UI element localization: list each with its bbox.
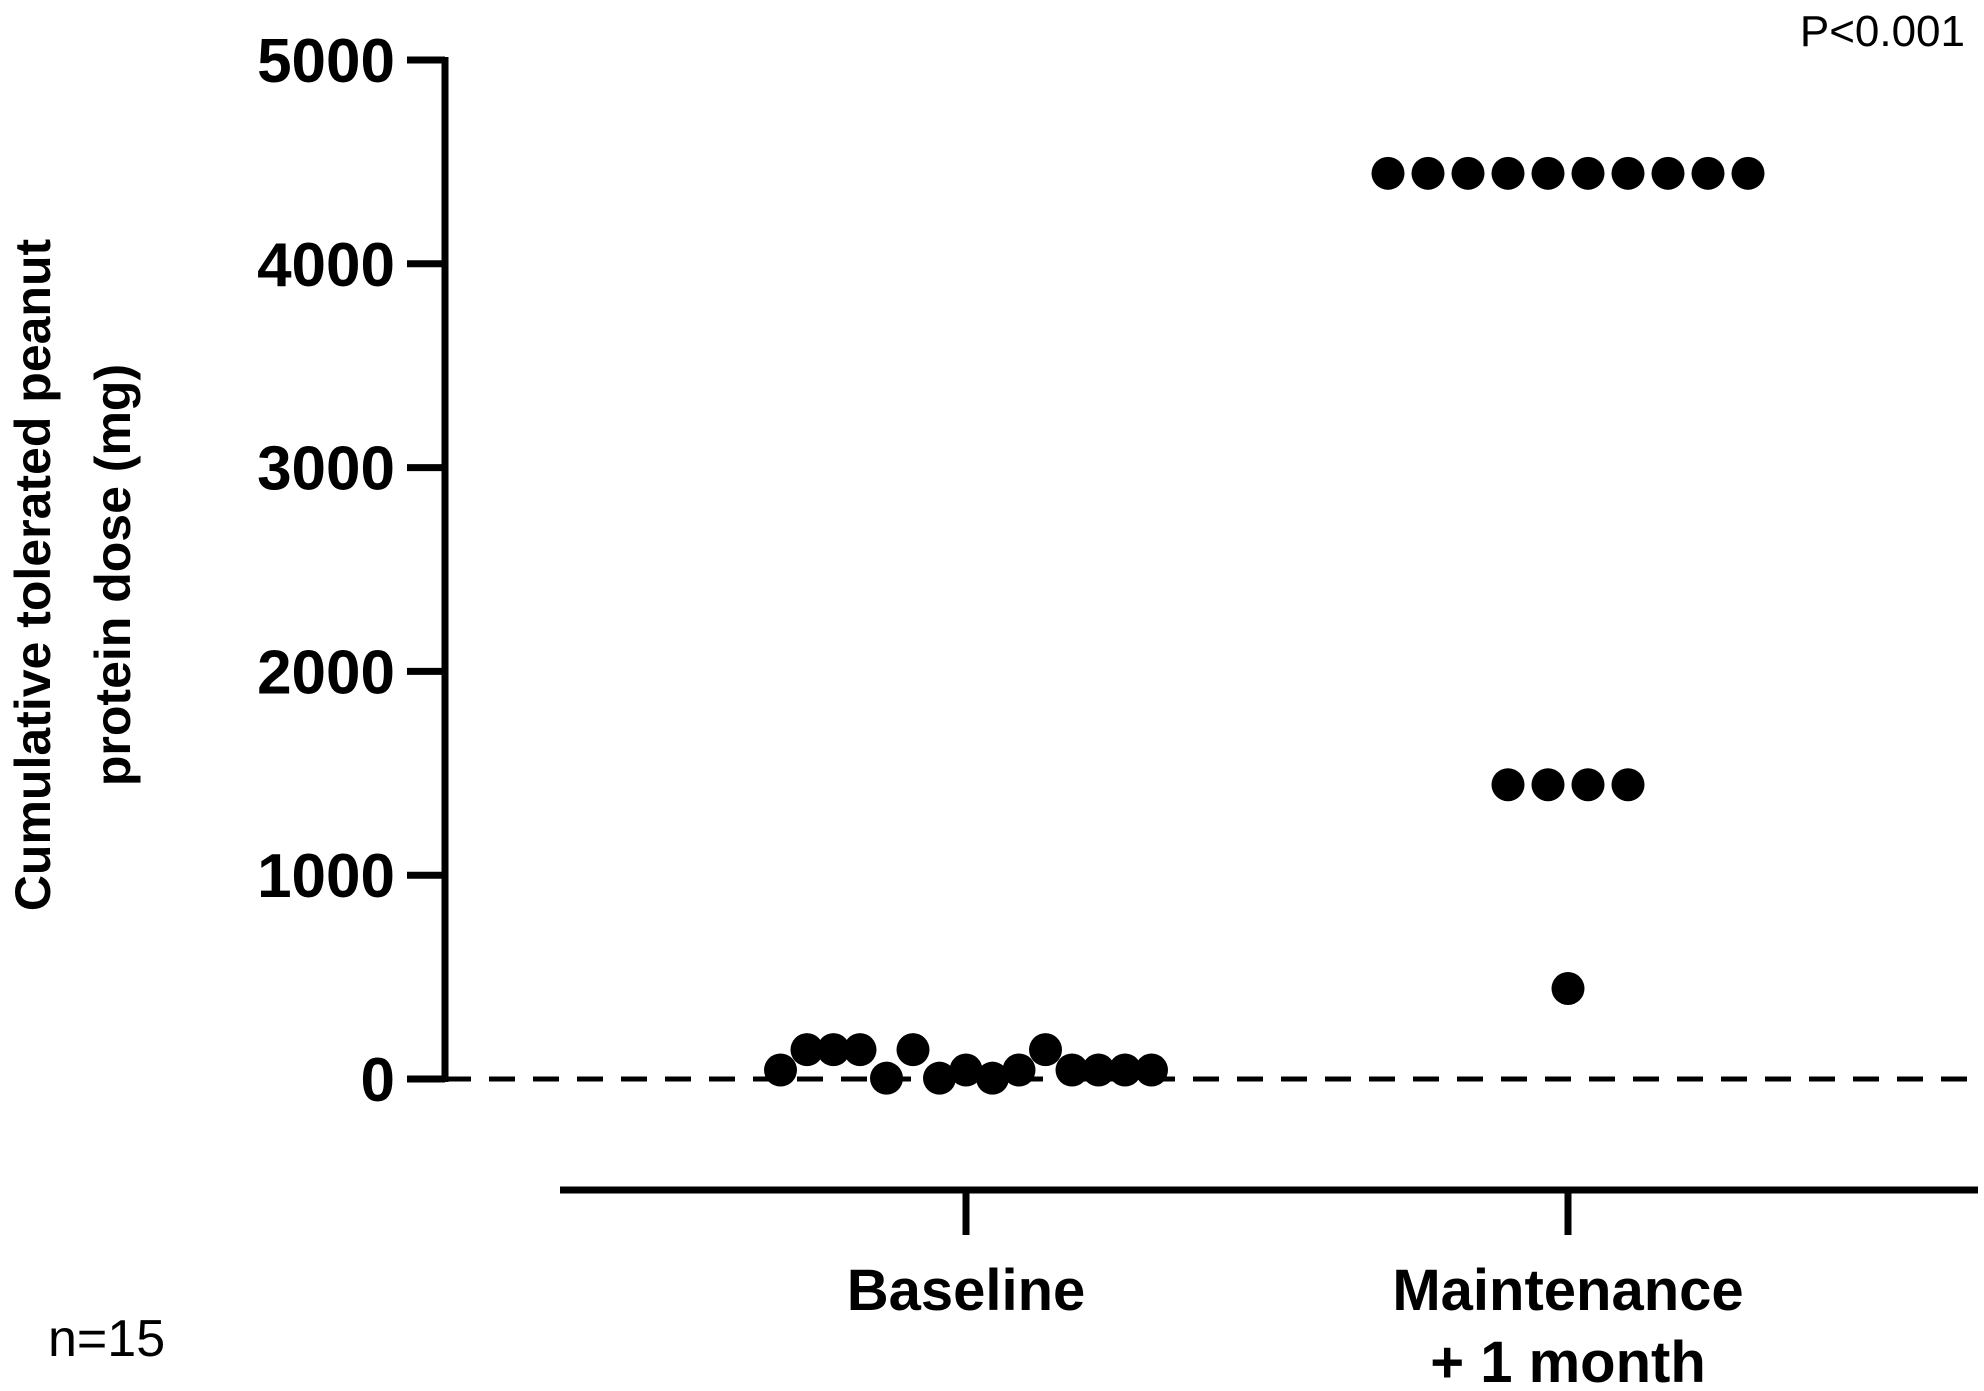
y-tick-label: 3000 [257, 435, 395, 504]
data-point [1082, 1053, 1115, 1087]
x-tick-label-line: Maintenance [1392, 1258, 1743, 1323]
data-point [976, 1061, 1009, 1095]
data-point [1002, 1053, 1036, 1087]
sample-size-annotation: n=15 [48, 1310, 165, 1368]
data-point [1531, 768, 1565, 802]
y-axis-label: Cumulative tolerated peanut protein dose … [5, 238, 141, 911]
data-point [1135, 1053, 1168, 1087]
data-point [923, 1061, 956, 1095]
data-point [949, 1053, 983, 1087]
y-tick-label: 2000 [257, 638, 395, 707]
data-point [1055, 1053, 1089, 1087]
data-point [1491, 156, 1525, 190]
data-point [1451, 156, 1485, 190]
x-tick-label: Baseline [847, 1258, 1086, 1323]
data-point [1551, 972, 1585, 1006]
data-point [1491, 768, 1525, 802]
data-points [764, 156, 1765, 1095]
data-point [1411, 156, 1445, 190]
data-point [1371, 156, 1405, 190]
data-point [1611, 768, 1645, 802]
y-tick-label: 4000 [257, 231, 395, 300]
y-axis-label-line: Cumulative tolerated peanut [5, 238, 61, 911]
y-tick-label: 0 [361, 1046, 395, 1115]
x-tick-label-line: + 1 month [1430, 1330, 1706, 1391]
data-point [817, 1033, 850, 1067]
data-point [790, 1033, 824, 1067]
data-point [764, 1053, 797, 1087]
y-tick-label: 5000 [257, 27, 395, 96]
data-point [843, 1033, 877, 1067]
p-value-annotation: P<0.001 [1800, 7, 1965, 56]
data-point [1731, 156, 1765, 190]
data-point [896, 1033, 930, 1067]
data-point [1571, 156, 1605, 190]
y-tick-label: 1000 [257, 842, 395, 911]
data-point [1531, 156, 1565, 190]
data-point [1029, 1033, 1062, 1067]
data-point [1651, 156, 1685, 190]
data-point [1108, 1053, 1142, 1087]
y-axis-label-line: protein dose (mg) [85, 364, 141, 786]
data-point [870, 1061, 903, 1095]
x-tick-label-line: Baseline [847, 1258, 1086, 1323]
data-point [1611, 156, 1645, 190]
data-point [1691, 156, 1725, 190]
x-axis: Baseline Maintenance + 1 month [560, 1186, 1978, 1391]
data-point [1571, 768, 1605, 802]
x-tick-label: Maintenance + 1 month [1392, 1258, 1743, 1391]
y-axis: 0 1000 2000 3000 4000 5000 [257, 27, 449, 1115]
chart-labels: Cumulative tolerated peanut protein dose … [5, 7, 1965, 1368]
